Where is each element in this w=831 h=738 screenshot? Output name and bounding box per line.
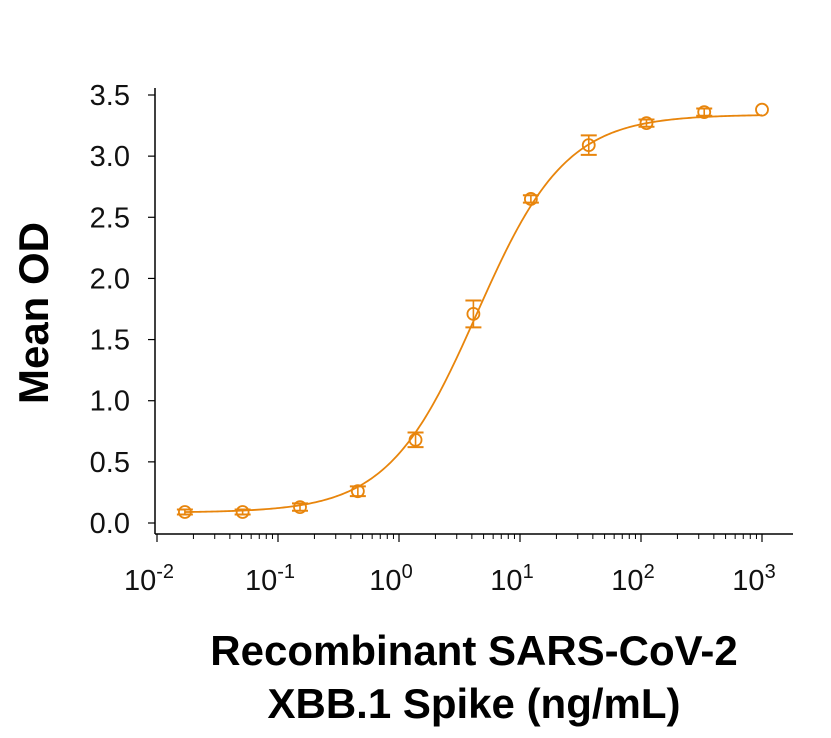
data-point	[522, 192, 539, 206]
x-tick-exponent: 3	[765, 561, 776, 583]
x-tick-label: 101	[490, 561, 533, 597]
x-axis-title-line-2: XBB.1 Spike (ng/mL)	[267, 680, 680, 727]
data-point	[292, 500, 309, 515]
x-tick-exponent: 0	[402, 561, 413, 583]
data-point	[638, 116, 655, 131]
x-tick-base: 10	[369, 565, 401, 597]
x-tick-base: 10	[732, 565, 764, 597]
x-tick-exponent: -1	[277, 561, 295, 583]
x-tick-label: 100	[369, 561, 412, 597]
data-marker	[177, 505, 192, 519]
y-tick-label: 2.5	[90, 202, 130, 234]
data-marker	[350, 484, 365, 499]
y-tick-label: 0.5	[90, 447, 130, 479]
data-marker	[581, 138, 596, 153]
data-point	[580, 134, 597, 156]
x-axis: 10-2 10-1 100 101 102 103	[124, 533, 793, 597]
x-tick-exponent: 1	[523, 561, 534, 583]
x-tick-exponent: -2	[156, 561, 174, 583]
data-marker	[408, 432, 423, 447]
x-tick-base: 10	[124, 565, 156, 597]
data-marker	[466, 306, 481, 321]
data-point	[465, 299, 482, 329]
x-tick-label: 10-1	[245, 561, 295, 597]
data-marker	[523, 192, 538, 206]
y-tick-label: 1.0	[90, 386, 130, 418]
y-tick-label: 3.5	[90, 80, 130, 112]
y-axis: 0.0 0.5 1.0 1.5 2.0 2.5 3.0 3.5	[90, 80, 156, 540]
data-points-layer	[176, 102, 769, 519]
x-tick-label: 10-2	[124, 561, 174, 597]
x-tick-base: 10	[490, 565, 522, 597]
data-marker	[755, 102, 769, 117]
x-tick-base: 10	[245, 565, 277, 597]
data-marker	[639, 116, 654, 131]
x-tick-base: 10	[611, 565, 643, 597]
data-point	[234, 505, 251, 519]
x-tick-label: 103	[732, 561, 775, 597]
y-tick-label: 3.0	[90, 141, 130, 173]
y-tick-label: 0.0	[90, 508, 130, 540]
data-point	[755, 102, 769, 117]
data-marker	[235, 505, 250, 519]
x-axis-title-line-1: Recombinant SARS-CoV-2	[210, 627, 737, 674]
data-marker	[293, 500, 307, 515]
y-tick-label: 1.5	[90, 325, 130, 357]
y-axis-title: Mean OD	[10, 222, 57, 404]
x-tick-label: 102	[611, 561, 654, 597]
data-point	[176, 505, 193, 519]
x-tick-exponent: 2	[644, 561, 655, 583]
y-tick-label: 2.0	[90, 263, 130, 295]
data-point	[407, 431, 424, 449]
data-point	[696, 105, 713, 120]
data-marker	[697, 105, 712, 120]
data-point	[349, 484, 366, 499]
